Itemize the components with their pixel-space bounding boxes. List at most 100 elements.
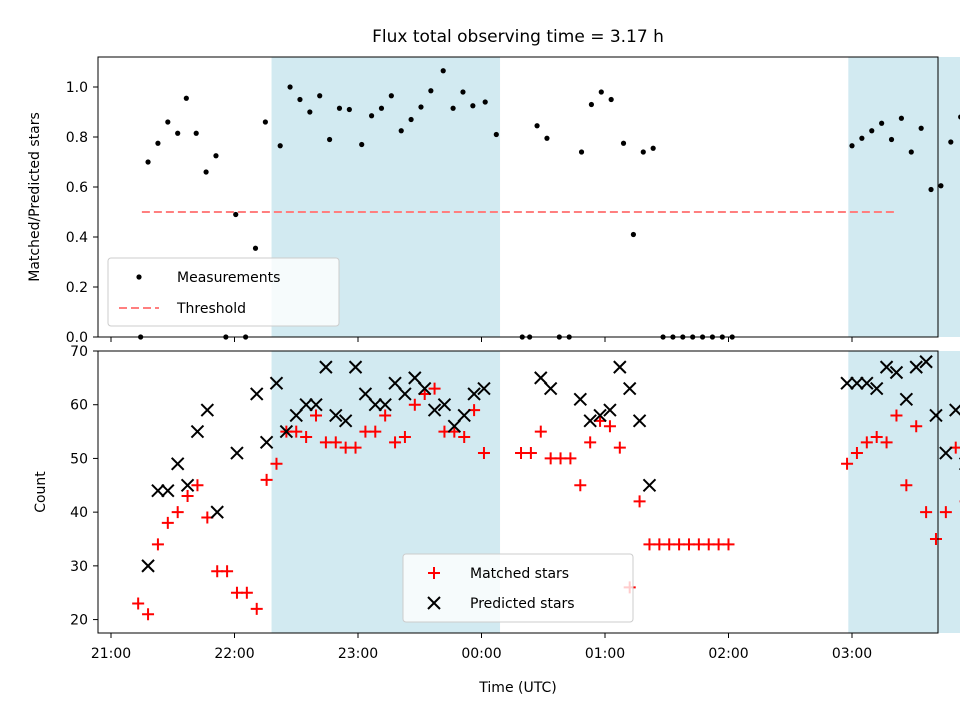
- predicted-star-point: [299, 398, 313, 412]
- measurement-point: [869, 128, 875, 134]
- measurement-point: [578, 149, 585, 155]
- x-tick-label: 00:00: [461, 646, 501, 662]
- predicted-star-point: [909, 360, 923, 374]
- predicted-star-point: [457, 408, 471, 423]
- top-measurement-points: [138, 68, 960, 340]
- measurement-point: [175, 130, 181, 136]
- y-tick-label: 60: [70, 398, 88, 414]
- measurement-point: [233, 211, 239, 218]
- predicted-star-point: [534, 371, 548, 385]
- predicted-star-point: [603, 403, 617, 417]
- bottom-panel: 20 30 40 50 60 70 21:00 22:00 23:00 00:00 01:00 02…: [33, 344, 960, 696]
- measurement-point: [368, 113, 375, 119]
- measurement-point: [307, 109, 313, 115]
- x-tick-label: 03:00: [832, 646, 872, 662]
- y-tick-label: 0.6: [66, 180, 88, 196]
- matched-star-point: [408, 398, 421, 411]
- matched-star-point: [910, 420, 923, 433]
- bottom-axes-frame: [97, 350, 939, 634]
- measurement-point: [849, 143, 855, 149]
- matched-star-point: [310, 409, 323, 422]
- matched-star-point: [613, 441, 626, 454]
- predicted-star-point: [860, 376, 874, 390]
- x-tick-label: 22:00: [214, 646, 254, 662]
- matched-star-point: [574, 479, 587, 492]
- x-tick-label: 23:00: [338, 646, 378, 662]
- predicted-star-point: [358, 387, 373, 401]
- predicted-star-point: [467, 387, 481, 401]
- measurement-point: [193, 130, 199, 136]
- matched-star-point: [221, 565, 234, 578]
- predicted-star-point: [543, 381, 558, 396]
- bottom-legend-box: [402, 553, 634, 623]
- measurement-point: [317, 93, 323, 99]
- measurement-point: [388, 93, 394, 99]
- matched-star-point: [841, 457, 854, 470]
- measurement-point: [938, 183, 944, 189]
- top-axes-frame: [97, 56, 939, 338]
- predicted-star-point: [279, 424, 294, 439]
- shaded-band-2: [848, 351, 960, 633]
- predicted-star-point: [269, 376, 284, 390]
- measurement-point: [888, 136, 895, 143]
- measurement-point: [918, 125, 924, 131]
- predicted-star-point: [939, 446, 953, 460]
- predicted-star-point: [348, 360, 363, 374]
- predicted-star-point: [632, 414, 647, 428]
- matched-star-point: [151, 538, 164, 551]
- matched-star-point: [369, 425, 382, 438]
- predicted-star-point: [850, 376, 864, 390]
- x-tick-label: 01:00: [585, 646, 625, 662]
- measurement-point: [908, 149, 914, 155]
- matched-star-point: [524, 447, 537, 460]
- matched-star-point: [477, 447, 490, 460]
- predicted-star-point: [417, 381, 432, 396]
- predicted-star-point: [250, 387, 264, 401]
- measurement-point: [277, 143, 283, 149]
- measurement-point: [544, 135, 550, 141]
- matched-star-point: [428, 382, 441, 395]
- legend-matched-marker: [428, 567, 440, 579]
- matched-star-point: [171, 506, 184, 519]
- measurement-point: [898, 115, 905, 121]
- predicted-star-point: [447, 419, 462, 433]
- predicted-star-point: [919, 355, 933, 369]
- predicted-star-point: [170, 457, 185, 471]
- measurement-point: [460, 89, 466, 95]
- top-y-ticks: 0.0 0.2 0.4 0.6 0.8 1.0: [66, 80, 98, 346]
- y-tick-label: 0.0: [66, 330, 88, 346]
- y-tick-label: 0.4: [66, 230, 88, 246]
- predicted-star-point: [368, 398, 382, 412]
- predicted-star-point: [338, 414, 353, 428]
- predicted-star-point: [840, 376, 854, 390]
- measurement-point: [213, 153, 219, 159]
- y-tick-label: 30: [70, 559, 88, 575]
- predicted-star-point: [573, 392, 588, 407]
- matched-star-point: [633, 495, 646, 508]
- predicted-star-point: [141, 559, 155, 573]
- predicted-star-point: [869, 381, 884, 396]
- shaded-band-2: [848, 57, 960, 337]
- measurement-point: [440, 68, 446, 74]
- matched-star-point: [260, 473, 273, 486]
- measurement-point: [534, 123, 540, 129]
- predicted-star-point: [190, 424, 205, 439]
- measurement-point: [262, 119, 268, 125]
- measurement-point: [470, 103, 476, 109]
- measurement-point: [398, 128, 404, 134]
- matched-star-point: [300, 430, 313, 443]
- matched-star-point: [929, 533, 942, 545]
- matched-star-point: [850, 447, 863, 460]
- measurement-point: [203, 169, 209, 175]
- measurement-point: [608, 96, 614, 103]
- matched-star-point: [860, 436, 873, 449]
- predicted-star-point: [437, 398, 452, 412]
- x-tick-label: 02:00: [708, 646, 748, 662]
- legend-matched-label: Matched stars: [470, 566, 569, 582]
- measurement-point: [450, 105, 456, 111]
- predicted-star-point: [593, 408, 607, 423]
- matched-star-point: [161, 516, 174, 529]
- x-axis-label: Time (UTC): [478, 680, 556, 696]
- matched-star-point: [398, 430, 411, 443]
